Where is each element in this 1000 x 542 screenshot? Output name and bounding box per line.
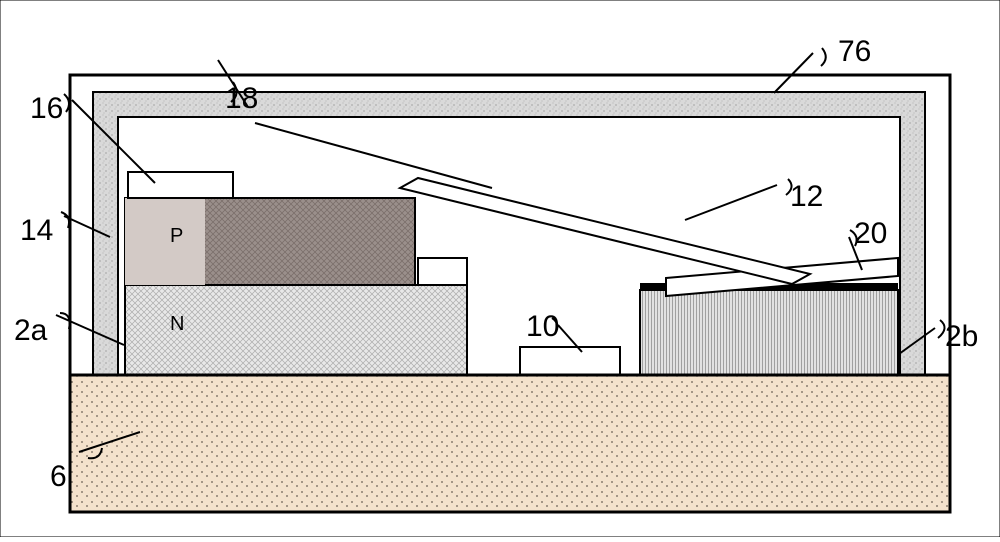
callout-10: 10 bbox=[526, 310, 559, 344]
callout-16: 16 bbox=[30, 92, 63, 126]
callout-12: 12 bbox=[790, 180, 823, 214]
callout-20: 20 bbox=[854, 217, 887, 251]
pad-16 bbox=[128, 172, 233, 198]
n-label: N bbox=[170, 313, 184, 335]
diagram-canvas: NP bbox=[0, 0, 1000, 537]
callout-76: 76 bbox=[838, 35, 871, 69]
pad-10 bbox=[520, 347, 620, 375]
p-label: P bbox=[170, 225, 183, 247]
right-pillar bbox=[640, 290, 898, 375]
callout-6: 6 bbox=[50, 460, 67, 494]
callout-2b: 2b bbox=[945, 320, 978, 354]
callout-18: 18 bbox=[225, 82, 258, 116]
pad-18 bbox=[418, 258, 467, 285]
callout-14: 14 bbox=[20, 214, 53, 248]
callout-2a: 2a bbox=[14, 314, 47, 348]
substrate bbox=[70, 375, 950, 512]
